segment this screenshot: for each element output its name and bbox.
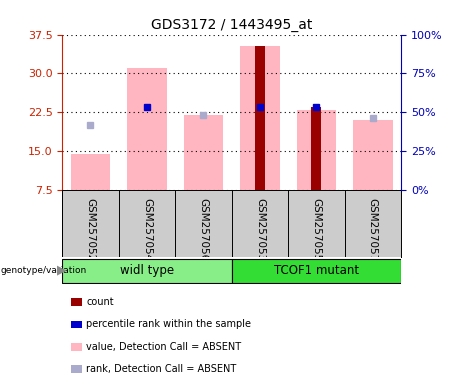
- Text: GSM257055: GSM257055: [311, 198, 321, 262]
- Bar: [183, 115, 223, 190]
- Bar: [255, 46, 265, 190]
- FancyBboxPatch shape: [62, 259, 231, 283]
- Text: TCOF1 mutant: TCOF1 mutant: [274, 264, 359, 277]
- Text: GSM257052: GSM257052: [85, 198, 95, 262]
- Bar: [311, 107, 321, 190]
- Text: genotype/variation: genotype/variation: [1, 266, 87, 275]
- FancyBboxPatch shape: [231, 259, 401, 283]
- Text: GSM257053: GSM257053: [255, 198, 265, 262]
- Text: GSM257054: GSM257054: [142, 198, 152, 262]
- Text: GSM257057: GSM257057: [368, 198, 378, 262]
- Bar: [353, 120, 393, 190]
- Text: ▶: ▶: [57, 264, 67, 277]
- Title: GDS3172 / 1443495_at: GDS3172 / 1443495_at: [151, 18, 313, 32]
- Bar: [127, 68, 167, 190]
- Bar: [71, 154, 110, 190]
- Text: percentile rank within the sample: percentile rank within the sample: [86, 319, 251, 329]
- Text: value, Detection Call = ABSENT: value, Detection Call = ABSENT: [86, 342, 241, 352]
- Text: GSM257056: GSM257056: [198, 198, 208, 262]
- Text: rank, Detection Call = ABSENT: rank, Detection Call = ABSENT: [86, 364, 236, 374]
- Bar: [296, 110, 336, 190]
- Text: widl type: widl type: [120, 264, 174, 277]
- Bar: [240, 46, 280, 190]
- Text: count: count: [86, 297, 114, 307]
